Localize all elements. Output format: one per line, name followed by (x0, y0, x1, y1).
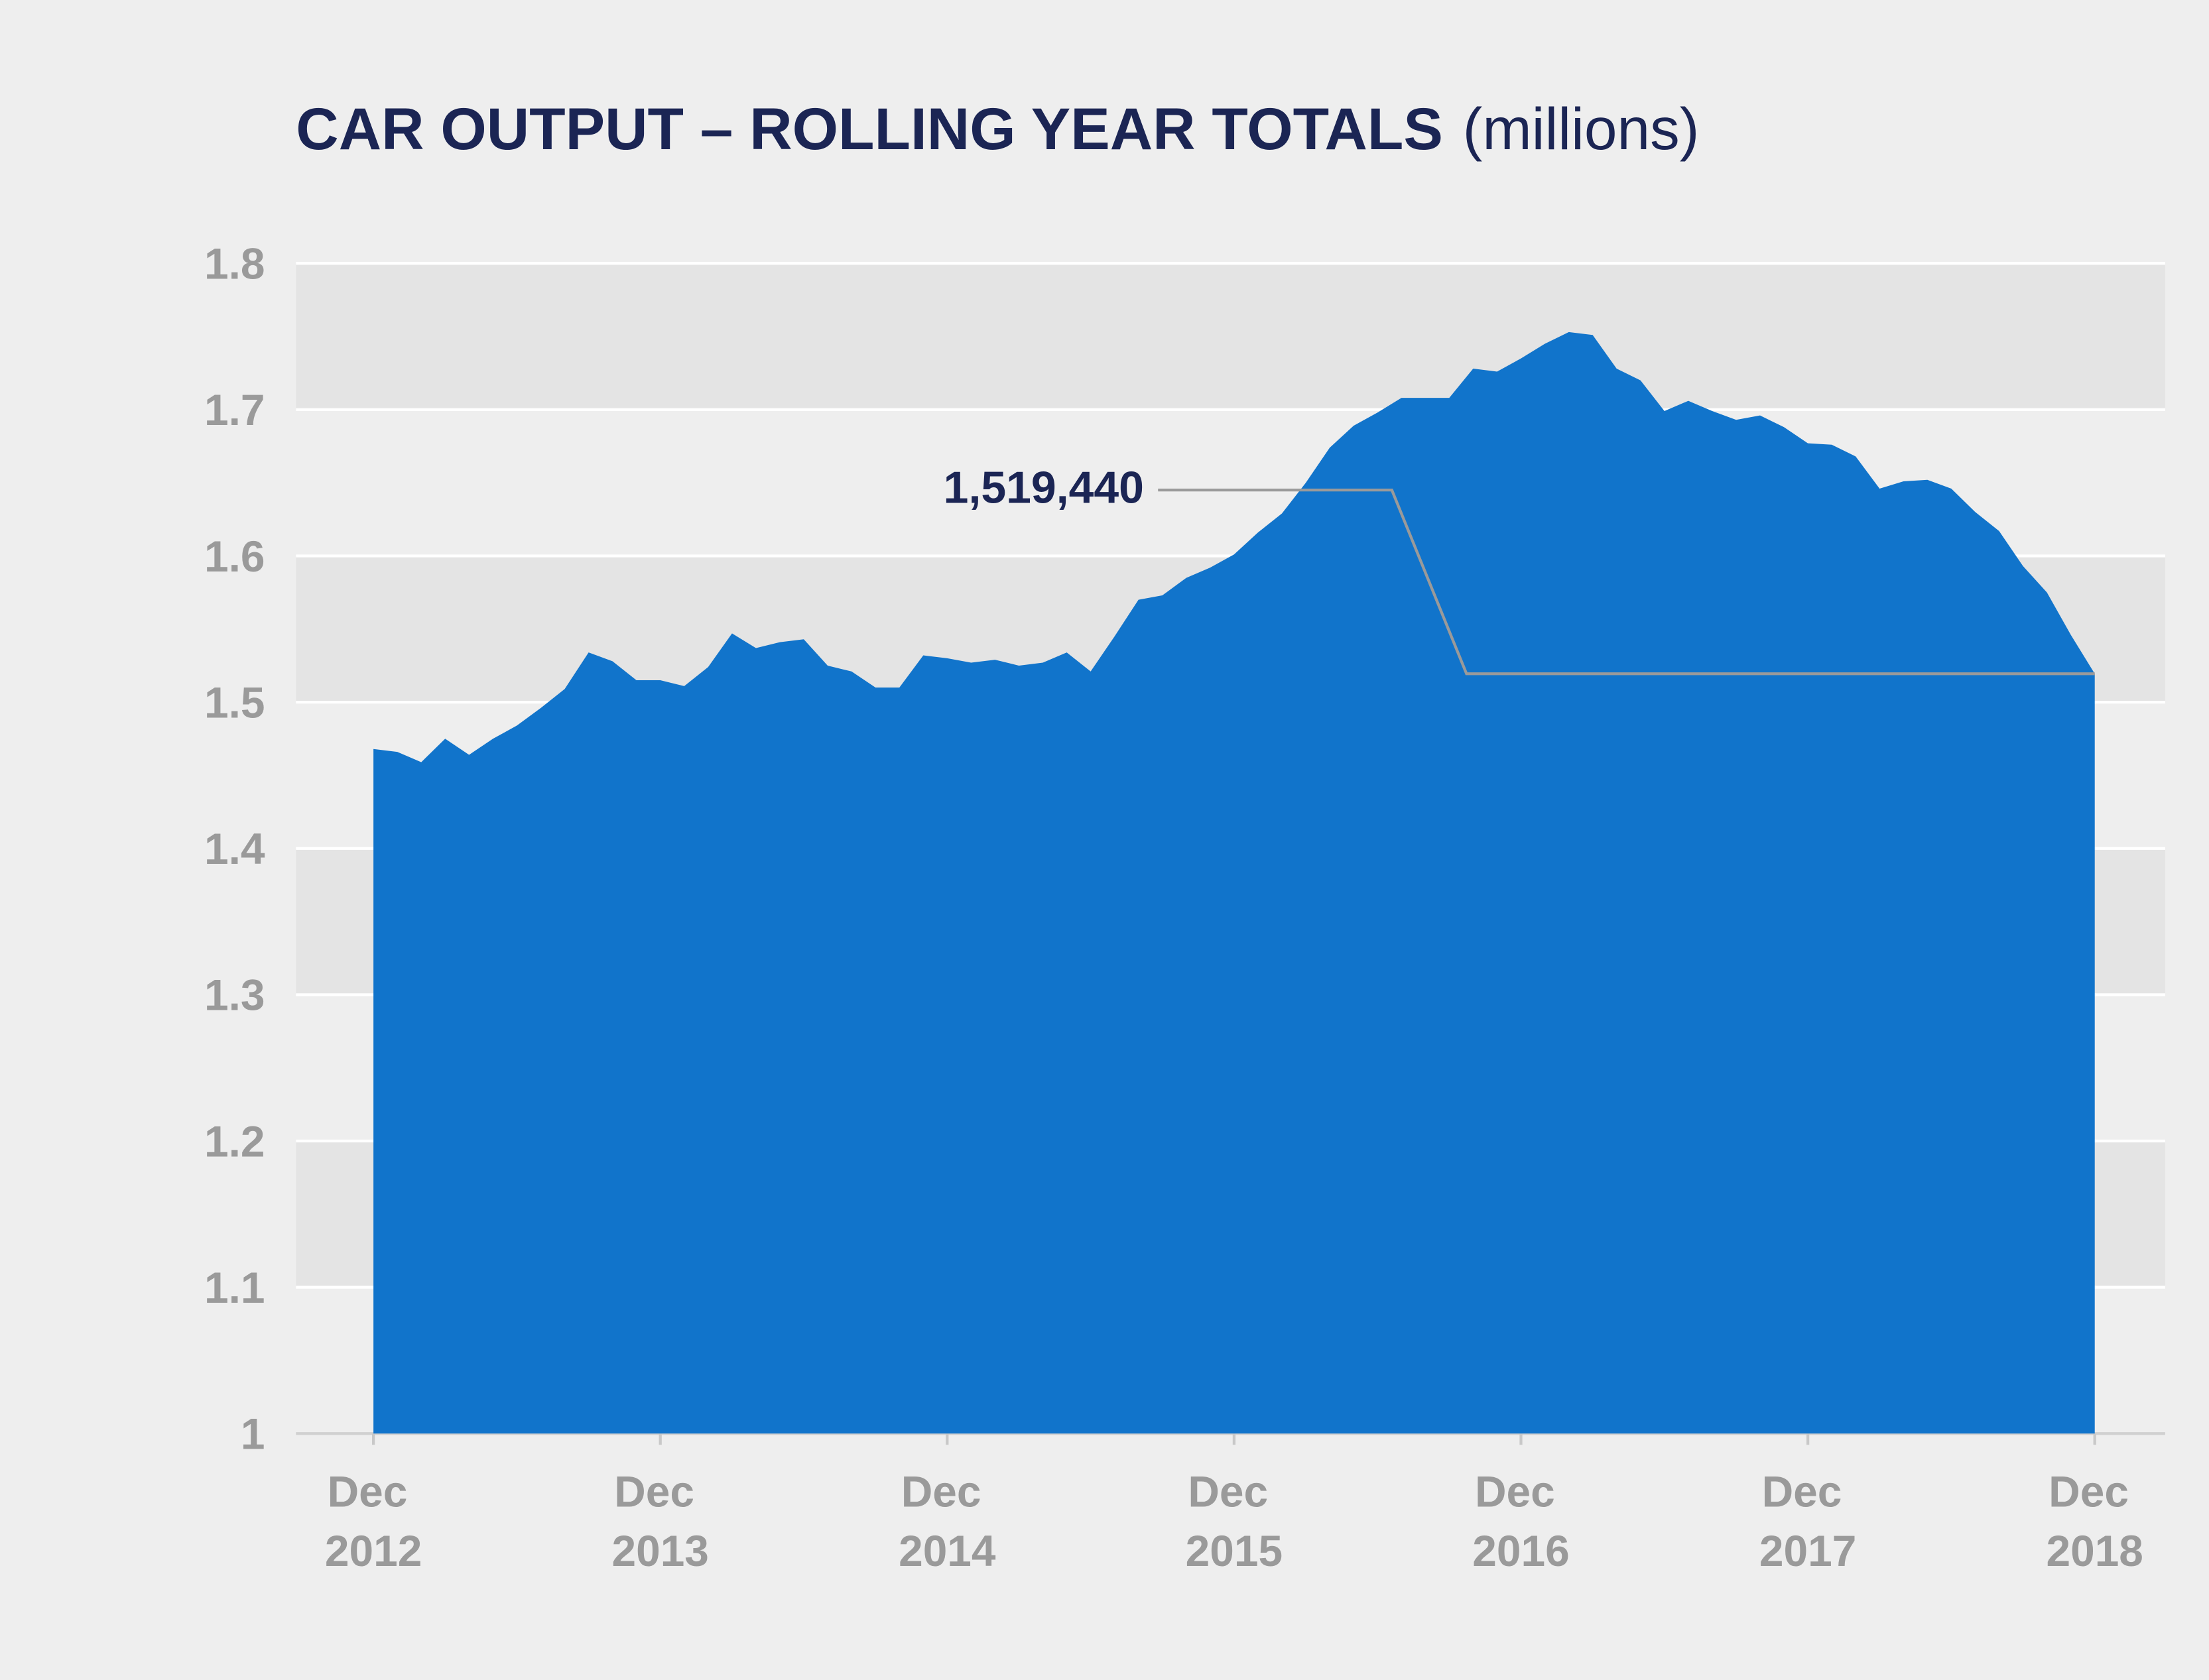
grid-band (296, 263, 2165, 410)
x-tick-label-line: 2013 (611, 1526, 708, 1575)
chart-title: CAR OUTPUT – ROLLING YEAR TOTALS (million… (296, 95, 1699, 162)
leader-line (1158, 489, 2095, 676)
y-tick-label: 1.6 (204, 532, 265, 581)
x-tick-label-line: Dec (2049, 1467, 2141, 1516)
y-tick-label: 1.3 (204, 971, 265, 1020)
y-tick-label: 1.1 (204, 1263, 265, 1312)
x-tick-label-line: 2017 (1759, 1526, 1856, 1575)
y-tick-label: 1.5 (204, 678, 265, 727)
x-tick-label-line: Dec (1188, 1467, 1280, 1516)
x-tick-label: Dec 2017 (1759, 1467, 1856, 1575)
x-tick-label: Dec 2012 (325, 1467, 422, 1575)
subtitle-text: (millions) (1463, 95, 1700, 162)
x-tick-label-line: 2012 (325, 1526, 422, 1575)
x-tick-label: Dec 2013 (611, 1467, 708, 1575)
x-tick-label: Dec 2015 (1186, 1467, 1283, 1575)
title-text: CAR OUTPUT – ROLLING YEAR TOTALS (296, 95, 1443, 162)
x-tick-label: Dec 2016 (1472, 1467, 1569, 1575)
x-tick-label: Dec 2018 (2046, 1467, 2143, 1575)
x-tick-label-line: 2015 (1186, 1526, 1283, 1575)
x-tick-label-line: Dec (328, 1467, 420, 1516)
x-tick-label-line: 2016 (1472, 1526, 1569, 1575)
x-tick-label: Dec 2014 (899, 1467, 996, 1575)
value-label: 1,519,440 (944, 462, 1144, 512)
y-tick-label: 1.8 (204, 239, 265, 288)
y-tick-label: 1.7 (204, 385, 265, 434)
x-tick-label-line: Dec (1762, 1467, 1854, 1516)
area (373, 331, 2095, 1434)
x-tick-label-line: Dec (1475, 1467, 1567, 1516)
y-tick-label: 1.4 (204, 824, 265, 873)
x-tick-label-line: Dec (901, 1467, 993, 1516)
y-tick-label: 1.2 (204, 1116, 265, 1166)
y-tick-label: 1 (241, 1410, 265, 1459)
x-tick-label-line: 2014 (899, 1526, 996, 1575)
x-tick-label-line: Dec (614, 1467, 706, 1516)
x-tick-label-line: 2018 (2046, 1526, 2143, 1575)
